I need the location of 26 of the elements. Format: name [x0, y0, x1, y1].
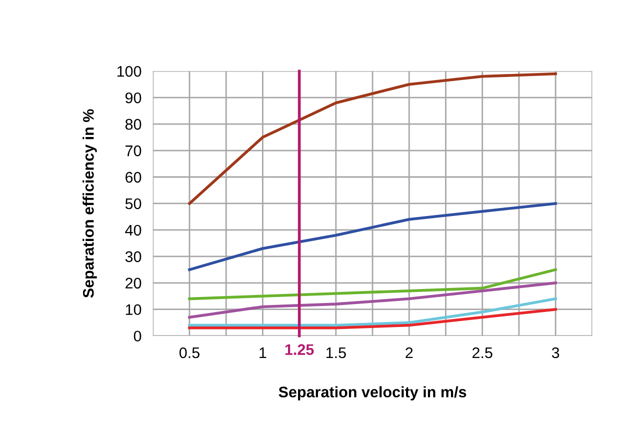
y-tick-label: 60 — [126, 172, 142, 183]
x-tick-label: 3 — [552, 347, 560, 358]
ref-line-label: 1.25 — [285, 344, 314, 355]
line-series — [188, 202, 557, 272]
y-tick-label: 0 — [134, 330, 142, 342]
y-tick-label: 10 — [126, 304, 142, 316]
y-tick-label: 30 — [125, 251, 142, 262]
x-tick-label: 1.5 — [326, 348, 346, 358]
y-axis-title: Separation efficiency in % — [82, 109, 97, 298]
y-tick-label: 20 — [126, 278, 142, 289]
y-tick-label: 90 — [125, 92, 142, 104]
y-tick-label: 40 — [125, 224, 142, 236]
x-tick-label: 0.5 — [179, 347, 200, 358]
line-series — [188, 268, 557, 300]
line-series — [188, 72, 557, 205]
x-tick-label: 2 — [406, 347, 413, 358]
line-series — [188, 297, 557, 327]
line-series — [188, 282, 557, 319]
y-tick-label: 80 — [125, 118, 142, 130]
x-axis-title: Separation velocity in m/s — [278, 386, 466, 400]
line-series — [188, 308, 557, 330]
x-tick-label: 1 — [260, 348, 266, 358]
y-tick-label: 70 — [126, 145, 142, 156]
y-tick-label: 100 — [117, 66, 142, 77]
x-tick-label: 2.5 — [472, 347, 492, 358]
y-tick-label: 50 — [125, 198, 142, 210]
